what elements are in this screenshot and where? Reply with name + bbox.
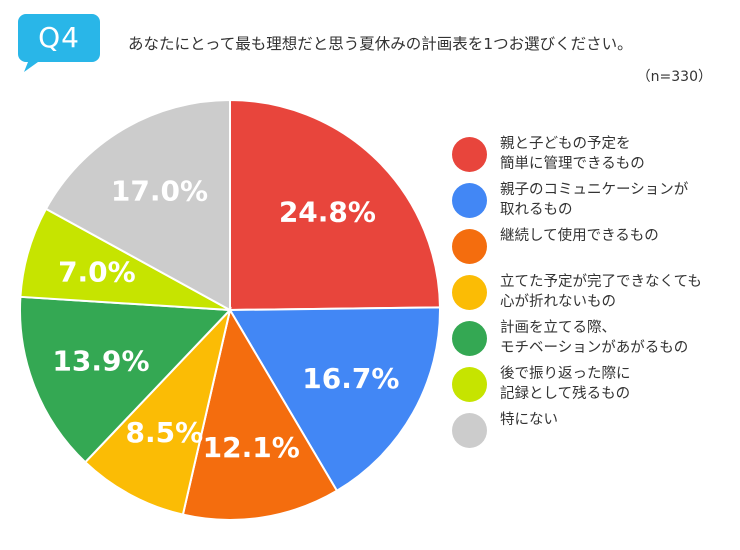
legend-swatch — [452, 275, 487, 310]
pie-slice — [44, 98, 231, 312]
pie-slice — [181, 307, 339, 521]
slice-value-label: 24.8% — [279, 195, 376, 228]
legend-label: 親子のコミュニケーションが 取れるもの — [500, 182, 689, 218]
slice-value-label: 16.7% — [302, 362, 399, 395]
pie-slice — [228, 306, 441, 493]
legend-item: 計画を立てる際、 モチベーションがあがるもの — [452, 314, 737, 360]
legend-swatch — [452, 137, 487, 172]
legend-item: 継続して使用できるもの — [452, 222, 737, 268]
pie-slice — [83, 306, 232, 516]
legend-item: 親子のコミュニケーションが 取れるもの — [452, 176, 737, 222]
legend-label: 親と子どもの予定を 簡単に管理できるもの — [500, 136, 645, 172]
legend-label: 後で振り返った際に 記録として残るもの — [500, 366, 631, 402]
legend-label: 立てた予定が完了できなくても 心が折れないもの — [500, 274, 702, 310]
legend-swatch — [452, 413, 487, 448]
question-text: あなたにとって最も理想だと思う夏休みの計画表を1つお選びください。 — [128, 35, 633, 53]
legend-item: 後で振り返った際に 記録として残るもの — [452, 360, 737, 406]
legend-label: 特にない — [500, 412, 558, 428]
slice-value-label: 13.9% — [52, 345, 149, 378]
slice-value-label: 8.5% — [126, 416, 204, 449]
sample-size: （n=330） — [636, 69, 712, 85]
legend: 親と子どもの予定を 簡単に管理できるもの 親子のコミュニケーションが 取れるもの… — [452, 130, 737, 452]
legend-item: 立てた予定が完了できなくても 心が折れないもの — [452, 268, 737, 314]
legend-label: 計画を立てる際、 モチベーションがあがるもの — [500, 320, 689, 356]
legend-swatch — [452, 183, 487, 218]
legend-swatch — [452, 321, 487, 356]
question-badge — [18, 14, 100, 72]
legend-swatch — [452, 367, 487, 402]
legend-item: 親と子どもの予定を 簡単に管理できるもの — [452, 130, 737, 176]
slice-value-label: 12.1% — [203, 431, 300, 464]
pie-slice — [19, 295, 233, 464]
legend-label: 継続して使用できるもの — [500, 228, 659, 244]
slice-value-label: 7.0% — [58, 255, 136, 288]
question-number: Q4 — [38, 21, 80, 54]
speech-bubble-icon — [18, 14, 100, 72]
legend-item: 特にない — [452, 406, 737, 452]
legend-swatch — [452, 229, 487, 264]
slice-value-label: 17.0% — [111, 175, 208, 208]
pie-slice — [229, 98, 441, 312]
